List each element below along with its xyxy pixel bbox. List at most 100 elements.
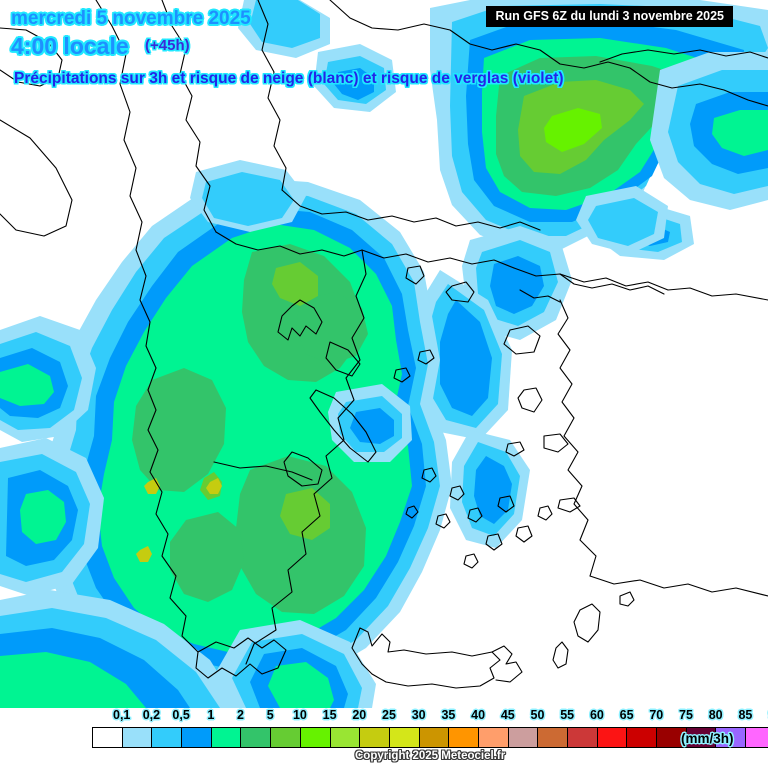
precip-band: [440, 300, 492, 416]
island-cyclades: [463, 553, 479, 569]
coastline-gulf-corinth: [213, 461, 313, 481]
legend-tick: 35: [441, 708, 456, 722]
legend-tick: 50: [530, 708, 545, 722]
legend-swatch[interactable]: [686, 728, 717, 747]
coastline-greece-east: [245, 249, 367, 665]
island-cyclades: [449, 485, 465, 501]
precip-band: [206, 478, 222, 494]
precip-band: [280, 488, 330, 540]
legend-swatch[interactable]: [360, 728, 390, 747]
legend-swatch[interactable]: [93, 728, 123, 747]
map-canvas[interactable]: mercredi 5 novembre 2025 4:00 locale (+4…: [0, 0, 768, 708]
coastline-dardanelles: [519, 289, 561, 303]
precip-band: [334, 68, 374, 100]
legend-panel: 0,1 0,2 0,5 1 2 5 10 15 20 25 30 35 40 45 50 55 60 65 70 75…: [0, 708, 768, 768]
coastline-italy: [0, 27, 63, 87]
precip-band: [170, 512, 244, 602]
island-limnos: [445, 281, 475, 303]
precip-band: [0, 652, 146, 708]
precip-band: [544, 108, 602, 152]
legend-tick: 0,5: [172, 708, 190, 722]
border-turkey-europe: [513, 267, 768, 301]
coastline-crete-east: [491, 645, 523, 683]
legend-swatch[interactable]: [122, 728, 153, 747]
legend-tick: 60: [589, 708, 604, 722]
legend-swatch[interactable]: [716, 728, 747, 747]
precip-band: [136, 546, 152, 562]
island-sporades: [417, 349, 435, 365]
coastline-kasos: [619, 591, 635, 607]
copyright-label: Copyright 2025 Meteociel.fr: [355, 750, 506, 762]
island-cyclades: [467, 507, 483, 523]
legend-tick: 1: [207, 708, 215, 722]
island-cyclades: [435, 513, 451, 529]
coastline-euboea: [309, 389, 377, 463]
precip-band: [474, 456, 512, 524]
legend-swatch[interactable]: [746, 728, 768, 747]
island-cyclades: [421, 467, 437, 483]
legend-swatch[interactable]: [241, 728, 272, 747]
legend-swatch[interactable]: [330, 728, 361, 747]
legend-tick: 0,2: [142, 708, 161, 722]
legend-swatch[interactable]: [568, 728, 598, 747]
forecast-time-label: 4:00 locale: [11, 33, 129, 59]
legend-swatch[interactable]: [419, 728, 450, 747]
legend-swatch[interactable]: [449, 728, 479, 747]
legend-swatch[interactable]: [211, 728, 242, 747]
precip-band: [272, 262, 318, 306]
legend-tick: 55: [560, 708, 575, 722]
coastline-adriatic: [95, 0, 157, 369]
coastline-greece-west: [147, 367, 199, 653]
coastline-karpathos: [552, 641, 569, 669]
island-thasos: [405, 265, 425, 285]
border-greece-bulgaria: [361, 249, 515, 269]
coastline-rhodes: [573, 603, 601, 643]
island-cyclades: [405, 505, 419, 519]
legend-tick: 30: [411, 708, 426, 722]
legend-tick: 80: [708, 708, 723, 722]
legend-swatch[interactable]: [627, 728, 658, 747]
precip-band: [0, 364, 54, 406]
legend-tick: 25: [382, 708, 396, 722]
coastline-attica: [283, 451, 323, 487]
precip-band: [490, 256, 544, 314]
legend-tick: 2: [237, 708, 244, 722]
legend-tick: 20: [352, 708, 367, 722]
legend-swatch[interactable]: [152, 728, 183, 747]
coastline-peloponnese: [195, 637, 287, 679]
coastline-turkey-west: [557, 299, 597, 577]
legend-tick: 85: [738, 708, 753, 722]
legend-swatch[interactable]: [538, 728, 568, 747]
legend-color-scale[interactable]: [92, 727, 768, 748]
coastline-italy-south: [0, 119, 73, 237]
forecast-date-label: mercredi 5 novembre 2025: [11, 8, 251, 29]
island-chios: [517, 387, 543, 413]
legend-swatch[interactable]: [508, 728, 539, 747]
border-bulgaria-macedonia: [281, 189, 541, 231]
legend-swatch[interactable]: [657, 728, 687, 747]
legend-tick: 65: [619, 708, 634, 722]
border-balkans: [161, 0, 217, 233]
legend-tick-labels: 0,1 0,2 0,5 1 2 5 10 15 20 25 30 35 40 45 50 55 60 65 70 75…: [0, 708, 768, 727]
island-cyclades: [537, 505, 553, 521]
legend-swatch[interactable]: [300, 728, 331, 747]
legend-swatch[interactable]: [271, 728, 301, 747]
precip-band: [296, 292, 368, 364]
precip-band: [712, 110, 768, 156]
border-bulgaria-north: [329, 0, 768, 107]
island-ikaria: [505, 441, 525, 457]
legend-swatch[interactable]: [478, 728, 509, 747]
border-serbia: [257, 0, 287, 191]
precip-band: [20, 490, 66, 544]
precip-band: [132, 368, 226, 492]
legend-swatch[interactable]: [389, 728, 420, 747]
island-cyclades: [497, 495, 515, 513]
legend-tick: 40: [471, 708, 486, 722]
legend-swatch[interactable]: [597, 728, 628, 747]
legend-swatch[interactable]: [182, 728, 212, 747]
coastline-chalkidiki: [277, 299, 323, 341]
coastline-turkey-south: [589, 575, 768, 597]
island-cyclades: [515, 525, 533, 543]
coastlines-and-borders: [0, 0, 768, 689]
